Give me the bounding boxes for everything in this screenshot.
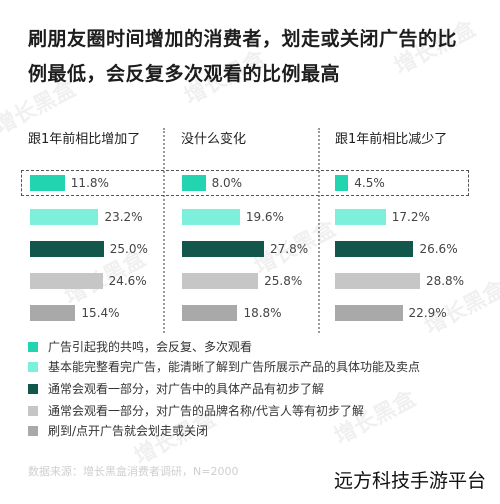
title-line-2: 例最低，会反复多次观看的比例最高 [28, 63, 341, 85]
bar-value-label: 24.6% [108, 274, 147, 288]
source-note: 数据来源：增长黑盒消费者调研，N=2000 [28, 465, 239, 478]
bar-value-label: 15.4% [81, 306, 120, 320]
bar-value-label: 25.0% [109, 242, 148, 256]
bar [30, 209, 99, 225]
bar [335, 209, 386, 225]
bar [30, 305, 76, 321]
bar [182, 273, 259, 289]
legend-swatch [28, 384, 38, 394]
panel-divider [318, 128, 320, 333]
bar [335, 305, 403, 321]
brand-watermark: 远方科技手游平台 [329, 466, 490, 493]
bar-value-label: 18.8% [243, 306, 282, 320]
bar-value-label: 19.6% [245, 210, 284, 224]
bar-value-label: 11.8% [70, 176, 109, 190]
bar [182, 305, 238, 321]
bar-value-label: 26.6% [419, 242, 458, 256]
bar-value-label: 8.0% [211, 176, 243, 190]
bar [30, 175, 65, 191]
bar-value-label: 4.5% [354, 176, 385, 190]
panel-header-unchanged: 没什么变化 [181, 132, 247, 147]
chart-title: 刷朋友圈时间增加的消费者，划走或关闭广告的比 例最低，会反复多次观看的比例最高 [28, 22, 488, 92]
bar-value-label: 17.2% [391, 210, 430, 224]
legend-label: 基本能完整看完广告，能清晰了解到广告所展示产品的具体功能及卖点 [48, 360, 421, 374]
bar [182, 175, 206, 191]
legend-swatch [28, 342, 38, 352]
bar [335, 175, 349, 191]
bar [30, 241, 104, 257]
legend-swatch [28, 406, 38, 416]
legend-label: 广告引起我的共鸣，会反复、多次观看 [48, 340, 253, 354]
legend-label: 刷到/点开广告就会划走或关闭 [48, 424, 209, 438]
bar [30, 273, 103, 289]
bar-value-label: 27.8% [270, 242, 309, 256]
title-line-1: 刷朋友圈时间增加的消费者，划走或关闭广告的比 [28, 28, 458, 50]
legend-swatch [28, 362, 38, 372]
bar [335, 241, 414, 257]
panel-header-increased: 跟1年前相比增加了 [28, 132, 141, 147]
bar-value-label: 28.8% [425, 274, 465, 288]
bar [182, 241, 264, 257]
legend-swatch [28, 426, 38, 436]
bar-value-label: 23.2% [104, 210, 143, 224]
bar-value-label: 22.9% [408, 306, 447, 320]
bar [182, 209, 240, 225]
panel-header-decreased: 跟1年前相比减少了 [335, 132, 448, 147]
bar [335, 273, 420, 289]
legend-label: 通常会观看一部分，对广告的品牌名称/代言人等有初步了解 [48, 404, 365, 418]
panel-divider [163, 128, 165, 333]
bar-value-label: 25.8% [264, 274, 303, 288]
legend-label: 通常会观看一部分，对广告中的具体产品有初步了解 [48, 382, 325, 396]
highlight-row-box [21, 170, 469, 196]
